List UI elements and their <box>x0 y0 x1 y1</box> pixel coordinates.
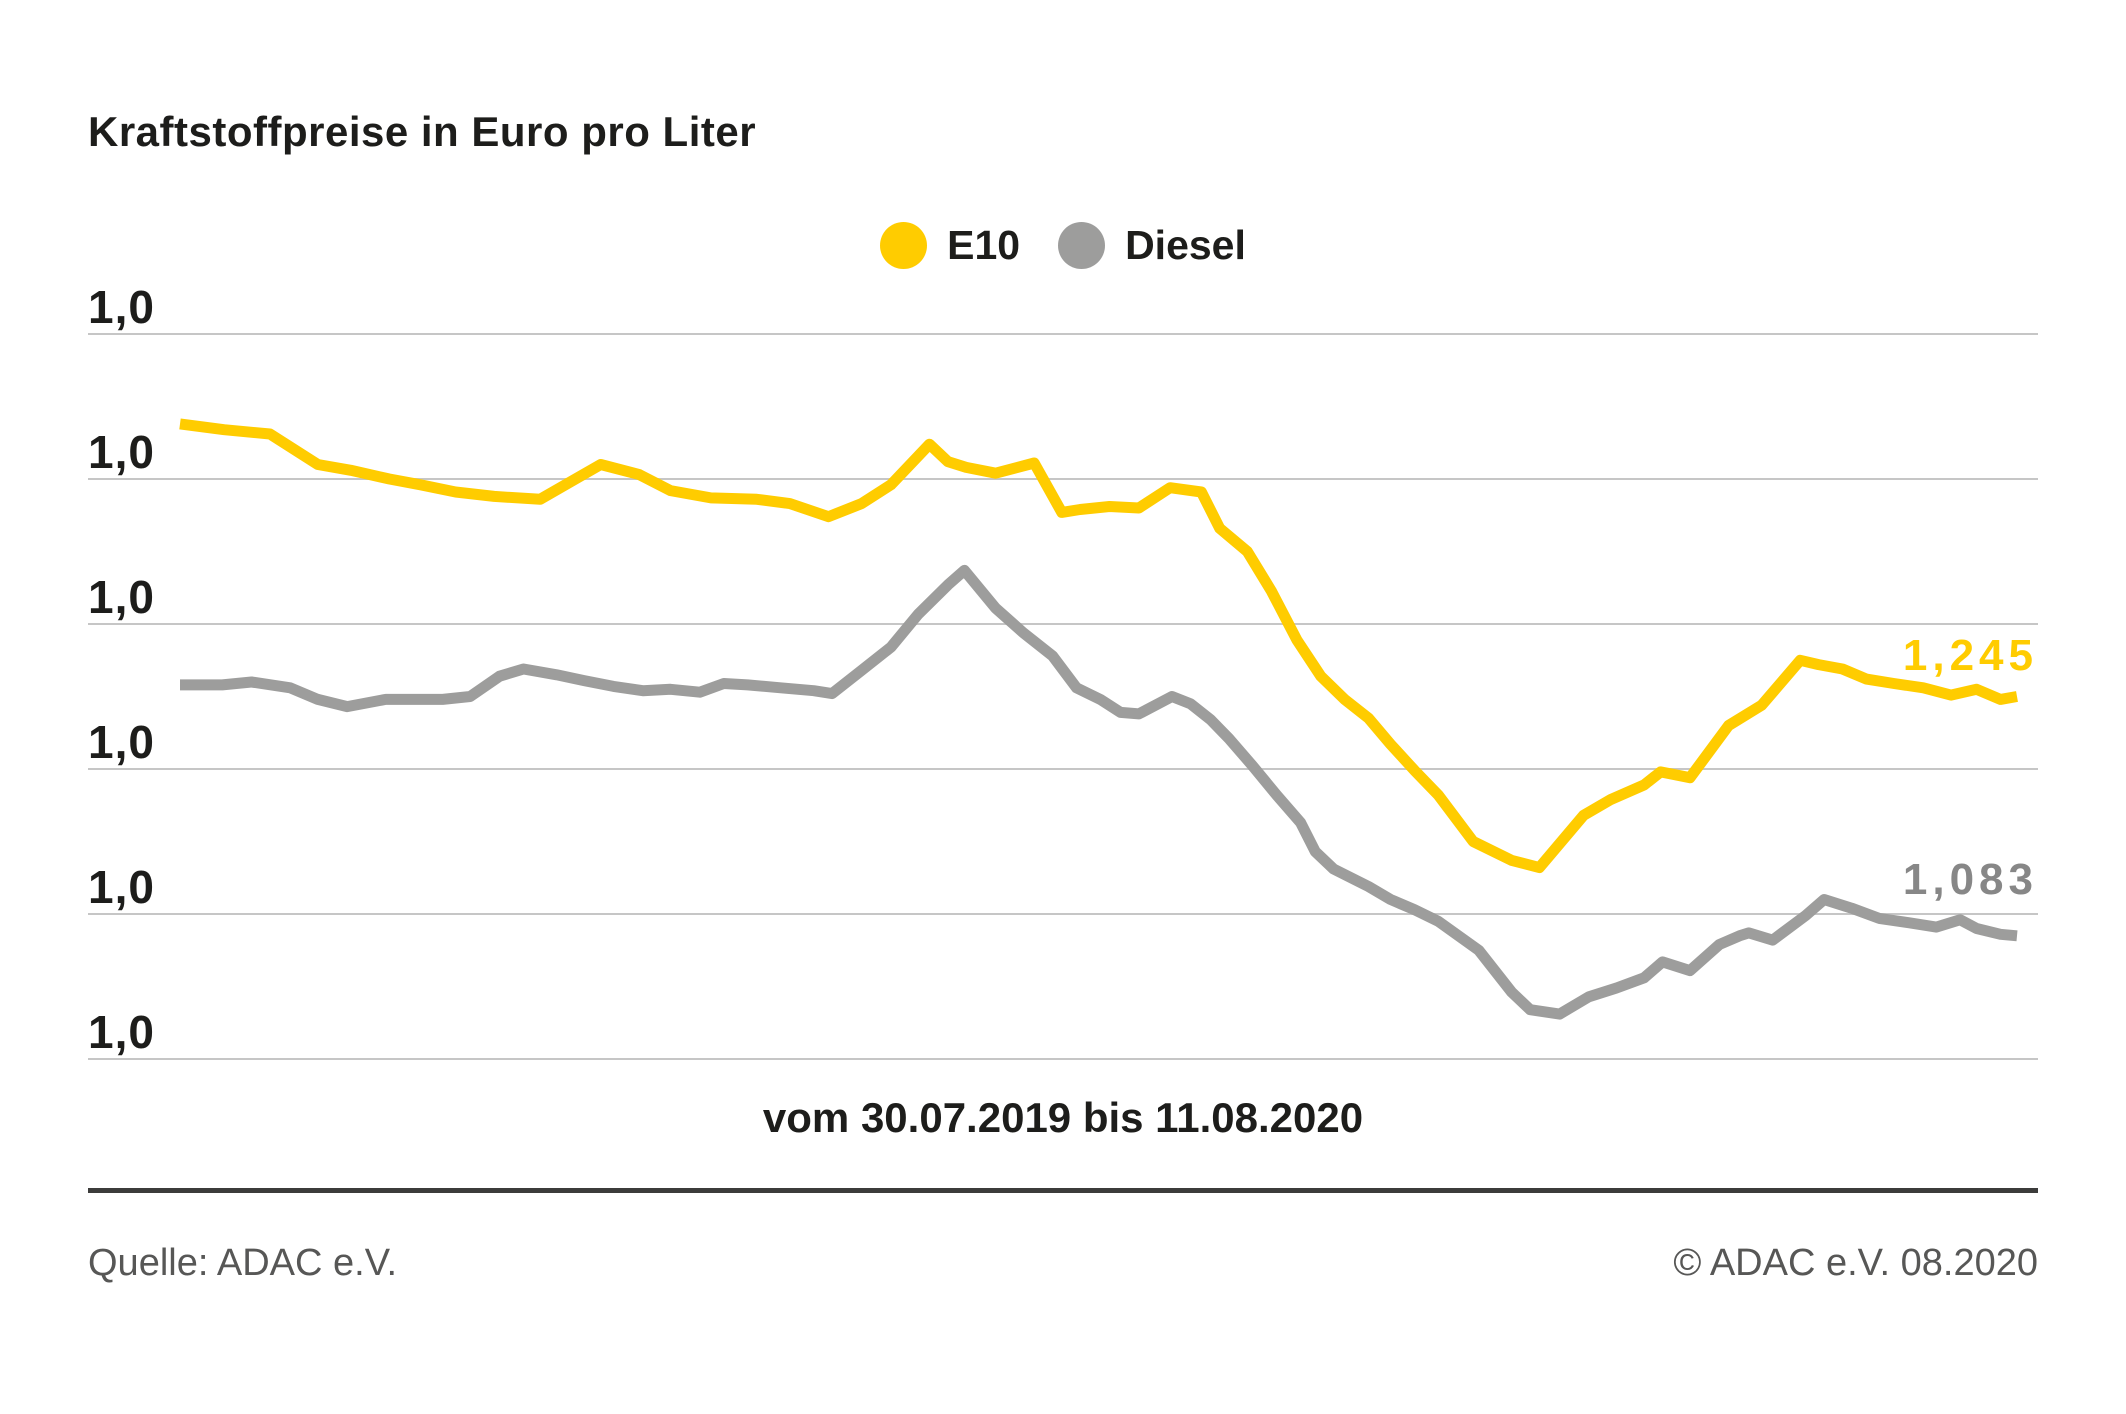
e10-series-dot-icon <box>880 222 928 269</box>
diesel-series-dot-icon <box>1058 222 1106 269</box>
legend-label-diesel: Diesel <box>1125 222 1246 268</box>
series-line-e10 <box>179 418 2018 874</box>
diesel-end-value-label: 1,083 <box>1902 855 2038 904</box>
y-axis-label: 1,0 <box>88 571 155 623</box>
page-title: Kraftstoffpreise in Euro pro Liter <box>88 108 757 155</box>
series-line-diesel <box>180 564 2018 1020</box>
legend-item-e10: E10 <box>880 222 1020 269</box>
y-axis-label: 1,0 <box>88 861 155 913</box>
footer-source: Quelle: ADAC e.V. <box>88 1242 398 1284</box>
y-axis-label: 1,0 <box>88 281 155 333</box>
y-axis-label: 1,0 <box>88 716 155 768</box>
e10-end-value-label: 1,245 <box>1902 631 2038 680</box>
y-axis-label: 1,0 <box>88 426 155 478</box>
legend-item-diesel: Diesel <box>1058 222 1246 269</box>
y-axis-label: 1,0 <box>88 1006 155 1058</box>
footer-copyright: © ADAC e.V. 08.2020 <box>1673 1242 2038 1284</box>
legend-label-e10: E10 <box>947 222 1021 268</box>
x-axis-caption: vom 30.07.2019 bis 11.08.2020 <box>762 1094 1364 1141</box>
separator-rule <box>88 1188 2038 1193</box>
legend: E10 Diesel <box>0 222 2126 269</box>
